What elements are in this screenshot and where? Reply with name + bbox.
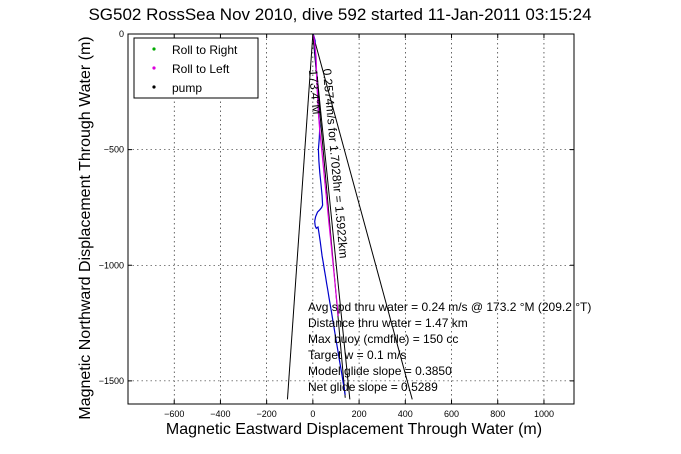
grid-lines — [128, 33, 574, 404]
legend-label: pump — [172, 81, 202, 95]
reference-line — [286, 34, 314, 400]
x-axis-label: Magnetic Eastward Displacement Through W… — [166, 421, 542, 438]
series-line — [313, 35, 339, 317]
y-tick-label: −1000 — [99, 260, 124, 270]
legend-marker — [152, 47, 156, 51]
legend-marker — [152, 66, 156, 70]
reference-line — [312, 34, 346, 398]
y-tick-label: −500 — [104, 145, 124, 155]
y-tick-label: 0 — [119, 29, 124, 39]
x-tick-label: 1000 — [534, 409, 554, 419]
x-tick-label: 800 — [490, 409, 505, 419]
stats-line: Net glide slope = 0.5289 — [308, 380, 438, 394]
x-tick-label: 600 — [444, 409, 459, 419]
y-tick-label: −1500 — [99, 376, 124, 386]
x-tick-label: 200 — [352, 409, 367, 419]
data-lines — [286, 34, 413, 400]
plot-frame — [127, 33, 575, 405]
legend-marker — [152, 85, 156, 89]
x-tick-label: −400 — [210, 409, 230, 419]
axis-ticks: −600 −400 −200 0 200 400 600 800 1000 0 −500 −1000 −… — [99, 29, 574, 419]
x-tick-label: 0 — [310, 409, 315, 419]
x-tick-label: −600 — [164, 409, 184, 419]
chart-title: SG502 RossSea Nov 2010, dive 592 started… — [88, 5, 591, 24]
legend-label: Roll to Left — [172, 62, 230, 76]
legend-label: Roll to Right — [172, 43, 238, 57]
y-axis-label: Magnetic Northward Displacement Through … — [77, 36, 94, 419]
stats-line: Distance thru water = 1.47 km — [308, 316, 468, 330]
x-tick-label: −200 — [257, 409, 277, 419]
x-tick-label: 400 — [398, 409, 413, 419]
stats-line: Target w = 0.1 m/s — [308, 348, 406, 362]
stats-line: Avg spd thru water = 0.24 m/s @ 173.2 °M… — [308, 300, 591, 314]
reference-line — [312, 34, 351, 400]
stats-line: Model glide slope = 0.3850 — [308, 364, 452, 378]
heading-annotation: 173.4°M — [306, 69, 324, 115]
reference-line — [312, 34, 413, 400]
legend: Roll to Right Roll to Left pump — [133, 37, 259, 99]
annotations: 0.2574m/s for 1.7028hr = 1.5922km173.4°M… — [306, 68, 591, 394]
stats-line: Max buoy (cmdfile) = 150 cc — [308, 332, 458, 346]
